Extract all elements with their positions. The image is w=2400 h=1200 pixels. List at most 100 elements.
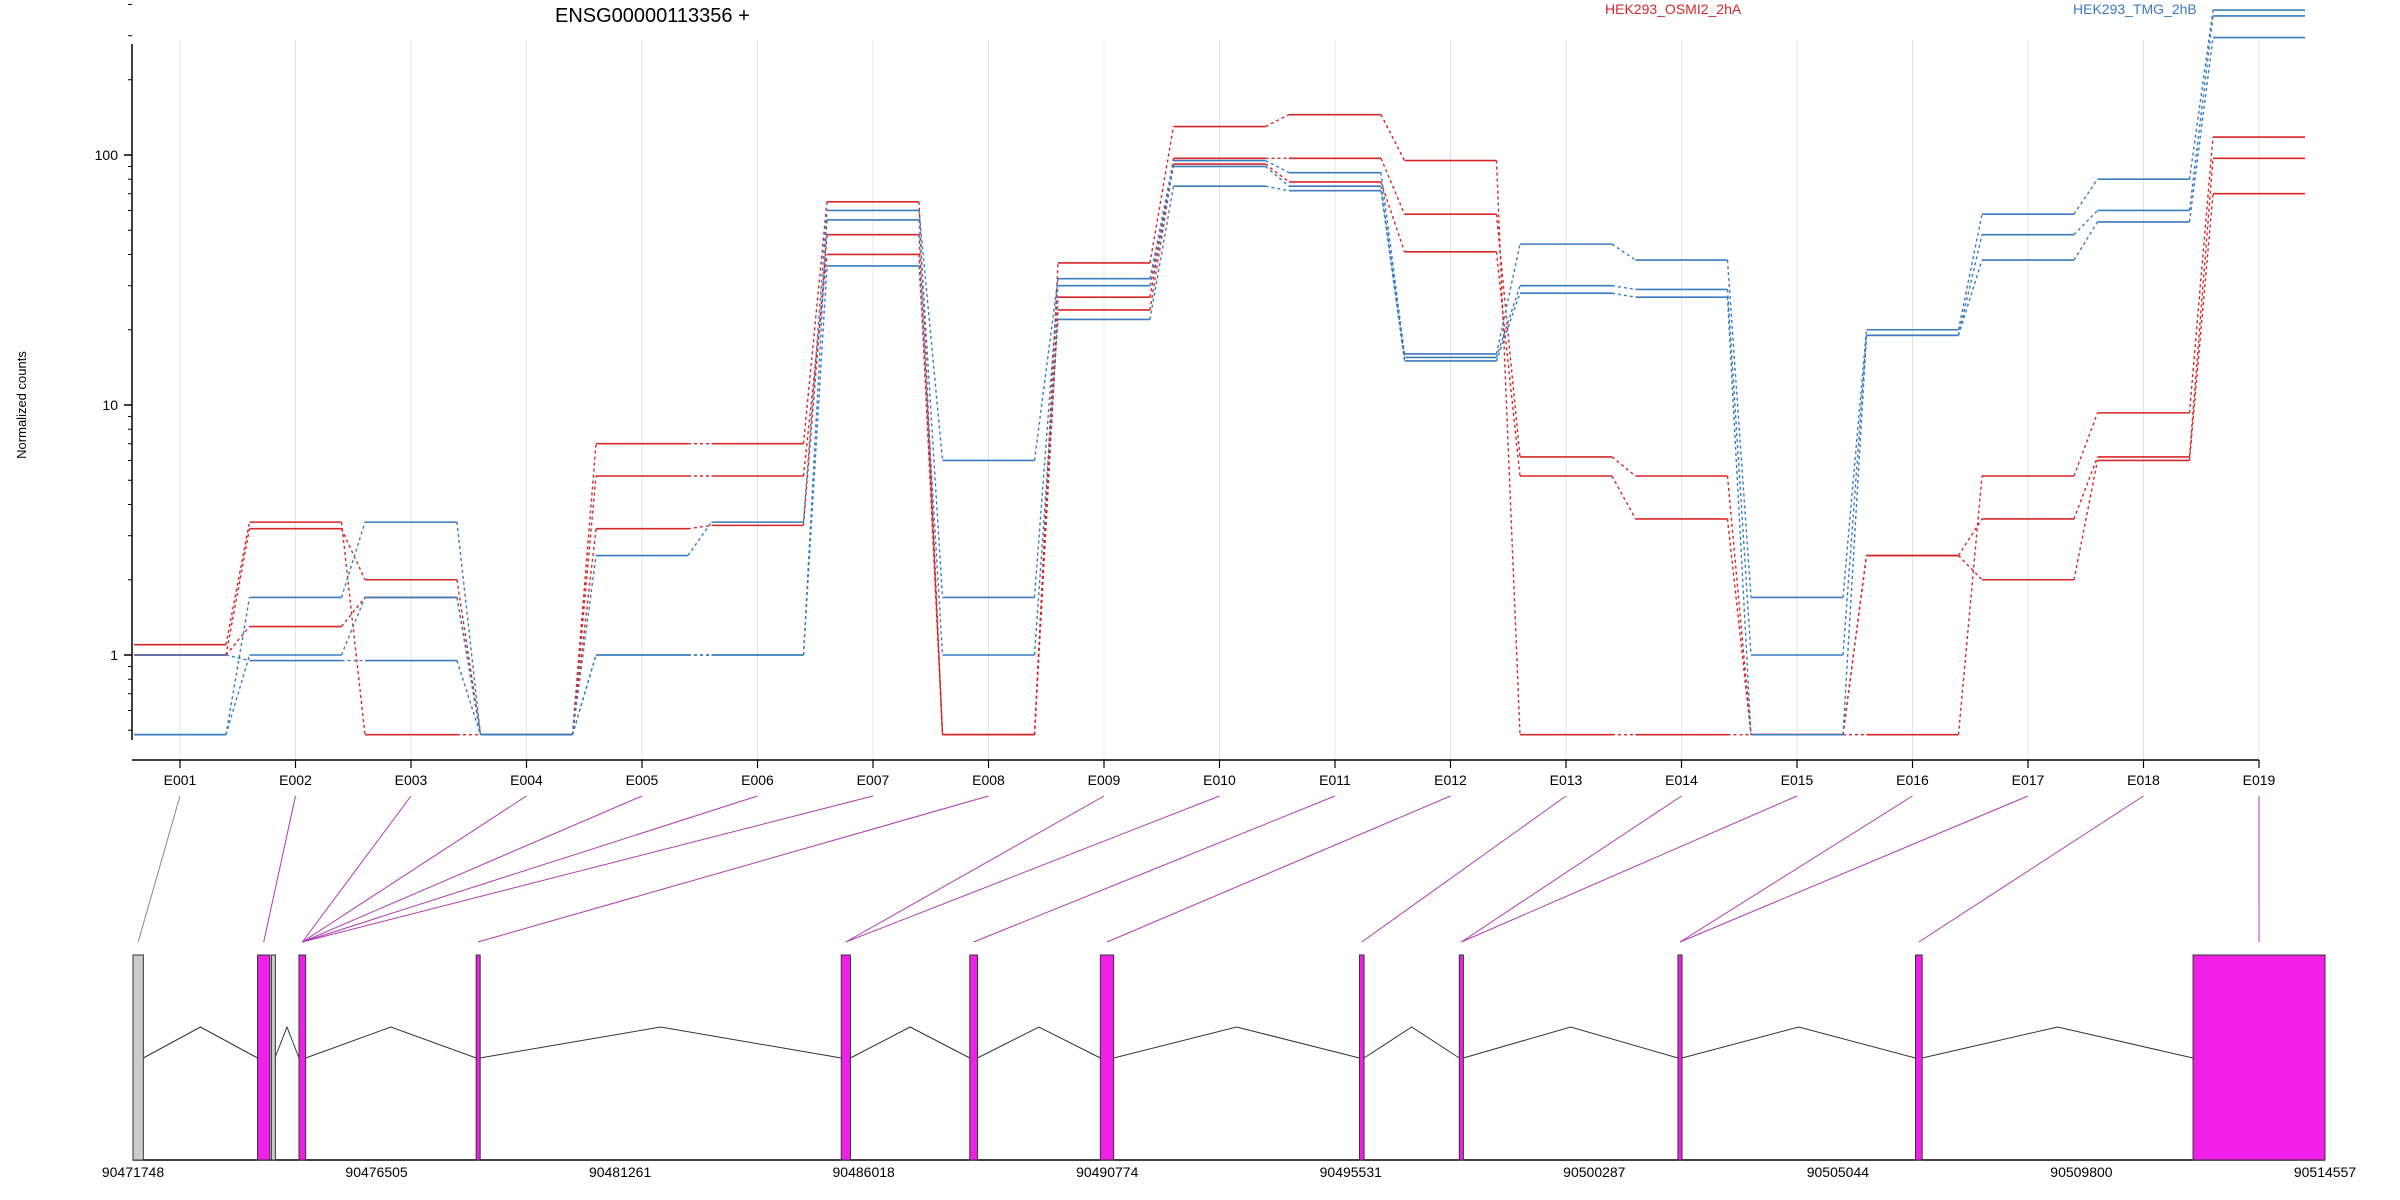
series-1-transition bbox=[2073, 412, 2099, 477]
series-5-transition bbox=[1726, 289, 1752, 656]
series-4-transition bbox=[456, 522, 482, 735]
series-4-transition bbox=[1726, 260, 1752, 598]
series-6-transition bbox=[2188, 37, 2214, 222]
x-tick-label-E006: E006 bbox=[741, 772, 774, 788]
x-tick-label-E017: E017 bbox=[2012, 772, 2045, 788]
x-tick-label-E014: E014 bbox=[1665, 772, 1698, 788]
series-3-transition bbox=[1842, 555, 1868, 735]
exon-block-4 bbox=[298, 954, 307, 1161]
exon-block-1 bbox=[132, 954, 144, 1161]
series-6-transition bbox=[225, 654, 250, 662]
series-4-transition bbox=[2188, 9, 2214, 180]
exon-block-6 bbox=[840, 954, 851, 1161]
coordinate-label: 90514557 bbox=[2294, 1164, 2357, 1180]
connector-E018 bbox=[1918, 795, 2144, 943]
series-2-transition bbox=[1495, 214, 1521, 457]
series-5-transition bbox=[456, 597, 482, 735]
series-4-transition bbox=[1842, 329, 1868, 598]
connector-E005 bbox=[302, 795, 643, 943]
connector-E006 bbox=[302, 795, 758, 943]
series-4-transition bbox=[687, 521, 713, 556]
x-tick-label-E016: E016 bbox=[1896, 772, 1929, 788]
x-tick-label-E012: E012 bbox=[1434, 772, 1467, 788]
series-3-transition bbox=[1957, 555, 1983, 581]
series-1-transition bbox=[1149, 126, 1175, 264]
gene-model: 90471748 90476505 90481261 90486018 90490774… bbox=[102, 954, 2357, 1180]
connector-E012 bbox=[1106, 795, 1451, 943]
series-lines bbox=[134, 9, 2305, 736]
exon-block-7 bbox=[969, 954, 978, 1161]
series-3-transition bbox=[1265, 163, 1290, 183]
series-5-transition bbox=[918, 219, 944, 598]
connector-E013 bbox=[1361, 795, 1567, 943]
series-4-transition bbox=[1033, 278, 1059, 461]
exon-block-8 bbox=[1099, 954, 1115, 1161]
connector-E008 bbox=[477, 795, 989, 943]
plot-grid bbox=[179, 40, 2260, 760]
series-3-transition bbox=[225, 626, 251, 656]
coordinate-label: 90495531 bbox=[1320, 1164, 1383, 1180]
series-4-transition bbox=[1495, 243, 1521, 355]
legend-label-tmg: HEK293_TMG_2hB bbox=[2073, 1, 2197, 17]
coordinate-label: 90490774 bbox=[1076, 1164, 1139, 1180]
intron bbox=[1681, 1026, 1916, 1059]
series-2-transition bbox=[1149, 158, 1175, 298]
series-3-transition bbox=[340, 596, 366, 627]
series-3-transition bbox=[2073, 460, 2099, 580]
connector-E009 bbox=[845, 795, 1105, 943]
intron bbox=[1113, 1026, 1360, 1059]
series-4 bbox=[134, 9, 2305, 736]
exon-block-12 bbox=[1915, 954, 1923, 1161]
x-tick-label-E015: E015 bbox=[1781, 772, 1814, 788]
series-1-transition bbox=[1957, 475, 1983, 735]
x-tick-label-E004: E004 bbox=[510, 772, 543, 788]
series-5-transition bbox=[1842, 335, 1868, 656]
series-6-transition bbox=[1265, 185, 1290, 192]
series-4-transition bbox=[1149, 160, 1175, 279]
series-5-transition bbox=[1265, 165, 1290, 187]
coordinate-label: 90500287 bbox=[1563, 1164, 1626, 1180]
x-tick-label-E003: E003 bbox=[395, 772, 428, 788]
series-5-transition bbox=[1957, 234, 1983, 336]
series-2-transition bbox=[225, 528, 251, 656]
connector-E011 bbox=[973, 795, 1336, 943]
x-tick-label-E019: E019 bbox=[2243, 772, 2276, 788]
series-3-transition bbox=[802, 254, 828, 477]
series-5-transition bbox=[340, 597, 366, 656]
series-6-transition bbox=[802, 265, 828, 656]
exon-block-13 bbox=[2192, 954, 2326, 1161]
series-6-transition bbox=[456, 660, 482, 735]
y-tick-label: 100 bbox=[95, 147, 119, 163]
intron bbox=[1463, 1026, 1679, 1059]
series-3-transition bbox=[1611, 475, 1637, 520]
series-5-transition bbox=[225, 654, 251, 735]
connector-E010 bbox=[845, 795, 1220, 943]
series-3-transition bbox=[1033, 309, 1059, 735]
exon-block-10 bbox=[1458, 954, 1464, 1161]
series-4-transition bbox=[918, 210, 944, 461]
series-4-transition bbox=[2073, 178, 2099, 215]
intron bbox=[1922, 1026, 2194, 1059]
coordinate-label: 90481261 bbox=[589, 1164, 652, 1180]
exon-block-11 bbox=[1677, 954, 1683, 1161]
intron bbox=[1363, 1026, 1460, 1059]
series-1-transition bbox=[2188, 136, 2214, 413]
series-6-transition bbox=[1611, 292, 1636, 298]
series-4-transition bbox=[1957, 214, 1983, 330]
connector-E004 bbox=[302, 795, 527, 943]
intron bbox=[850, 1026, 971, 1059]
series-6-transition bbox=[1033, 319, 1059, 656]
exon-block-2 bbox=[257, 954, 271, 1161]
connector-E002 bbox=[263, 795, 296, 943]
y-axis-label: Normalized counts bbox=[14, 351, 29, 459]
series-5-transition bbox=[1380, 186, 1406, 358]
series-4-transition bbox=[340, 521, 366, 598]
coordinate-label: 90505044 bbox=[1807, 1164, 1870, 1180]
y-tick-label: 10 bbox=[102, 397, 118, 413]
connector-E016 bbox=[1679, 795, 1913, 943]
series-4-transition bbox=[1380, 172, 1406, 355]
coordinate-label: 90486018 bbox=[833, 1164, 896, 1180]
series-6-transition bbox=[918, 265, 944, 656]
series-2-transition bbox=[1380, 158, 1406, 215]
connector-E015 bbox=[1461, 795, 1798, 943]
